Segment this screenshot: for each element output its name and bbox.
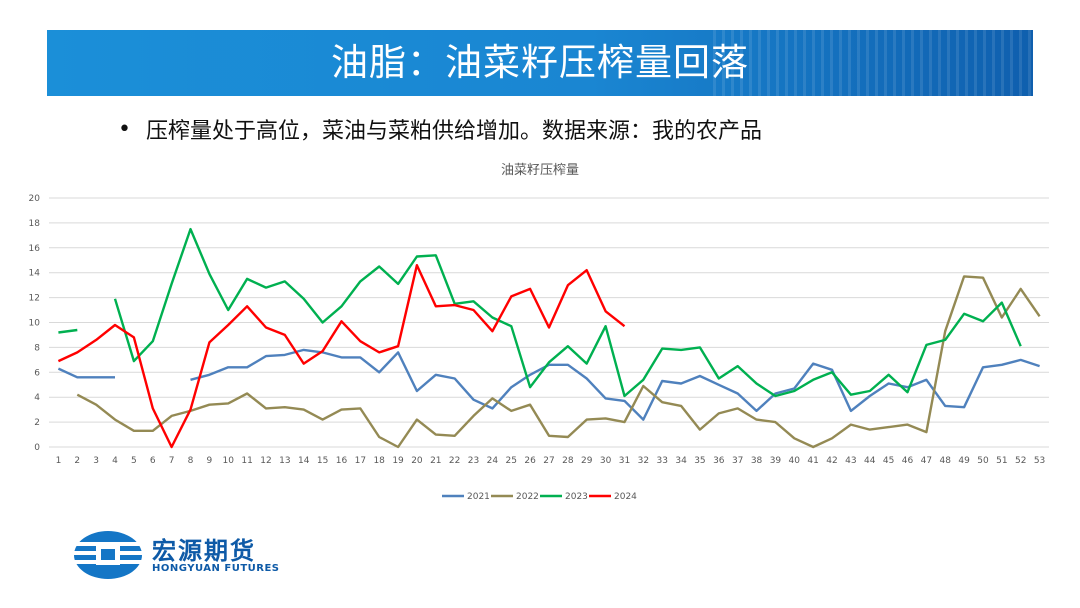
y-tick-label: 12 (29, 294, 40, 304)
series-line-2021 (57, 348, 1040, 421)
x-tick-label: 34 (675, 456, 687, 466)
x-tick-label: 24 (487, 456, 499, 466)
x-tick-label: 48 (939, 456, 951, 466)
x-tick-label: 7 (169, 456, 175, 466)
x-tick-label: 3 (93, 456, 99, 466)
x-tick-label: 43 (845, 456, 856, 466)
x-tick-label: 11 (241, 456, 252, 466)
x-tick-label: 2 (74, 456, 80, 466)
y-tick-label: 20 (29, 194, 41, 204)
x-tick-label: 26 (524, 456, 536, 466)
company-logo: 宏源期货 HONGYUAN FUTURES (72, 527, 312, 583)
x-tick-label: 30 (600, 456, 612, 466)
x-tick-label: 5 (131, 456, 137, 466)
x-tick-label: 36 (713, 456, 725, 466)
x-tick-label: 28 (562, 456, 574, 466)
x-tick-label: 13 (279, 456, 290, 466)
x-tick-label: 47 (921, 456, 932, 466)
x-tick-label: 42 (826, 456, 837, 466)
x-tick-label: 15 (317, 456, 328, 466)
x-tick-label: 46 (902, 456, 914, 466)
x-tick-label: 6 (150, 456, 156, 466)
y-tick-label: 18 (29, 219, 41, 229)
bullet-icon: • (118, 116, 131, 142)
x-tick-label: 18 (373, 456, 385, 466)
x-tick-label: 37 (732, 456, 743, 466)
x-tick-label: 49 (958, 456, 970, 466)
y-tick-label: 6 (34, 368, 40, 378)
legend-label-2022: 2022 (516, 492, 539, 502)
y-tick-label: 16 (29, 244, 41, 254)
legend: 2021 2022 2023 2024 (442, 492, 637, 502)
series-line-2023 (58, 227, 1022, 398)
x-tick-label: 38 (751, 456, 763, 466)
series-line-2024 (57, 264, 626, 449)
x-tick-label: 33 (656, 456, 667, 466)
legend-label-2021: 2021 (467, 492, 490, 502)
hongyuan-logo-icon (74, 531, 142, 579)
x-tick-label: 50 (977, 456, 989, 466)
x-axis-ticks: 1 2 3 4 5 6 7 8 9 10 11 12 13 14 15 16 17 18 19 20 21 22 23 24 2… (56, 456, 1046, 466)
y-axis-ticks: 0 2 4 6 8 10 12 14 16 18 20 (29, 194, 41, 453)
x-tick-label: 31 (619, 456, 630, 466)
y-tick-label: 2 (34, 418, 40, 428)
header-banner: 油脂：油菜籽压榨量回落 (47, 30, 1033, 96)
x-tick-label: 8 (188, 456, 194, 466)
x-tick-label: 25 (506, 456, 517, 466)
y-tick-label: 4 (34, 393, 40, 403)
bullet-point: • 压榨量处于高位，菜油与菜粕供给增加。数据来源：我的农产品 (118, 112, 762, 146)
series-line-2022 (76, 275, 1041, 449)
x-tick-label: 4 (112, 456, 118, 466)
x-tick-label: 45 (883, 456, 894, 466)
x-tick-label: 41 (807, 456, 818, 466)
x-tick-label: 29 (581, 456, 593, 466)
x-tick-label: 19 (392, 456, 404, 466)
x-tick-label: 27 (543, 456, 554, 466)
y-tick-label: 0 (34, 443, 40, 453)
legend-label-2024: 2024 (614, 492, 637, 502)
x-tick-label: 22 (449, 456, 460, 466)
x-tick-label: 51 (996, 456, 1007, 466)
x-tick-label: 16 (336, 456, 348, 466)
x-tick-label: 35 (694, 456, 705, 466)
bullet-text: 压榨量处于高位，菜油与菜粕供给增加。数据来源：我的农产品 (146, 119, 763, 144)
x-tick-label: 14 (298, 456, 310, 466)
legend-label-2023: 2023 (565, 492, 588, 502)
x-tick-label: 40 (789, 456, 801, 466)
x-tick-label: 53 (1034, 456, 1045, 466)
x-tick-label: 44 (864, 456, 876, 466)
x-tick-label: 17 (355, 456, 366, 466)
logo-name-cn: 宏源期货 (152, 537, 256, 565)
banner-stripes (713, 30, 1033, 96)
y-tick-label: 14 (29, 269, 41, 279)
x-tick-label: 20 (411, 456, 423, 466)
x-tick-label: 12 (260, 456, 271, 466)
x-tick-label: 9 (207, 456, 213, 466)
gridlines (49, 197, 1049, 448)
logo-name-en: HONGYUAN FUTURES (152, 563, 280, 574)
x-tick-label: 39 (770, 456, 782, 466)
chart-title: 油菜籽压榨量 (501, 162, 579, 178)
series-lines (57, 227, 1041, 449)
x-tick-label: 1 (56, 456, 62, 466)
y-tick-label: 8 (34, 343, 40, 353)
x-tick-label: 10 (223, 456, 235, 466)
x-tick-label: 32 (638, 456, 649, 466)
x-tick-label: 21 (430, 456, 441, 466)
y-tick-label: 10 (29, 319, 41, 329)
page-title: 油脂：油菜籽压榨量回落 (331, 41, 749, 84)
x-tick-label: 52 (1015, 456, 1026, 466)
chart-area: 油菜籽压榨量 0 2 4 6 8 10 12 14 16 18 20 1 2 3 4 5 6 7 8 9 10 11 12… (0, 150, 1080, 520)
x-tick-label: 23 (468, 456, 479, 466)
